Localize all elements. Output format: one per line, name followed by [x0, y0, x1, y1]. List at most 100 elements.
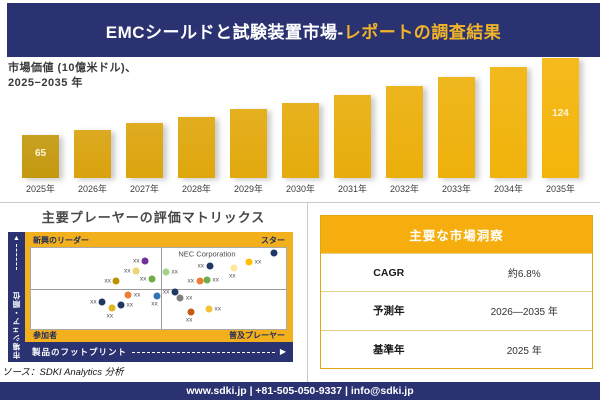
matrix-data-point: xx	[151, 292, 161, 308]
row-value-cagr: 約6.8%	[507, 269, 541, 281]
scatter-dot-icon	[171, 288, 179, 296]
footer-contact-text: www.sdki.jp | +81-505-050-9337 | info@sd…	[186, 385, 414, 397]
data-point-label: xx	[106, 312, 114, 320]
matrix-data-point: xx	[133, 257, 149, 265]
scatter-dot-icon	[245, 258, 253, 266]
scatter-dot-icon	[108, 304, 116, 312]
matrix-y-axis-label: 市場シェア・順位	[12, 291, 21, 359]
data-point-label: xx	[124, 267, 131, 275]
bar-value-label-2035年: 124	[552, 108, 569, 119]
scatter-dot-icon	[176, 294, 184, 302]
x-axis-tick-2030年: 2030年	[285, 184, 316, 194]
matrix-data-point: xx	[124, 267, 140, 275]
scatter-dot-icon	[141, 257, 149, 265]
row-label-forecast-year: 予測年	[373, 305, 405, 318]
x-axis-tick-2026年: 2026年	[77, 184, 108, 194]
matrix-title: 主要プレーヤーの評価マトリックス	[41, 210, 266, 225]
scatter-dot-icon	[117, 301, 125, 309]
matrix-data-point: xx	[198, 262, 213, 270]
bar-2034年	[490, 67, 527, 178]
quadrant-label-bottom-right: 普及プレーヤー	[229, 331, 285, 340]
data-point-label: xx	[104, 277, 111, 285]
page-title: EMCシールドと試験装置市場-	[105, 22, 344, 42]
x-axis-tick-2028年: 2028年	[181, 184, 212, 194]
scatter-dot-icon	[230, 264, 238, 272]
matrix-data-point: xx	[186, 308, 195, 323]
matrix-data-point: xx	[117, 301, 133, 309]
data-point-label: xx	[90, 298, 97, 306]
arrow-up-icon: ▲	[13, 235, 20, 242]
bar-2030年	[282, 103, 319, 178]
data-point-label: xx	[228, 272, 236, 280]
x-axis-tick-2031年: 2031年	[337, 184, 368, 194]
quadrant-label-top-right: スター	[261, 236, 285, 245]
data-point-label: xx	[132, 257, 140, 265]
horizontal-divider	[0, 202, 600, 203]
x-axis-tick-2029年: 2029年	[233, 184, 264, 194]
x-axis-dashed-line	[132, 351, 275, 353]
matrix-data-point	[270, 249, 278, 257]
data-point-label: xx	[139, 275, 147, 283]
scatter-dot-icon	[206, 262, 213, 270]
scatter-dot-icon	[270, 249, 278, 257]
source-note: ソース：SDKI Analytics 分析	[2, 367, 124, 378]
quadrant-vertical-line	[161, 248, 163, 329]
evaluation-matrix: ▲ 市場シェア・順位 新興のリーダー スター 参加者 普及プレーヤー NEC C…	[8, 232, 293, 362]
vertical-divider	[307, 202, 308, 382]
x-axis-tick-2032年: 2032年	[389, 184, 420, 194]
data-point-label: xx	[171, 268, 178, 276]
data-point-label: xx	[212, 276, 219, 284]
matrix-data-point: xx	[163, 288, 179, 296]
data-point-label: xx	[197, 262, 205, 270]
x-axis-tick-2035年: 2035年	[545, 184, 576, 194]
matrix-x-axis-bar: 製品のフットプリント ▶	[25, 342, 293, 362]
scatter-dot-icon	[98, 298, 106, 306]
data-point-label: xx	[254, 258, 262, 266]
matrix-y-axis-bar: ▲ 市場シェア・順位	[8, 232, 25, 362]
page-title-accent: レポートの調査結果	[343, 22, 502, 42]
matrix-data-point: xx	[104, 277, 120, 285]
quadrant-horizontal-line	[31, 289, 286, 291]
matrix-data-point: xx	[176, 294, 192, 302]
x-axis-tick-2027年: 2027年	[129, 184, 160, 194]
bar-2029年	[230, 109, 267, 178]
quadrant-label-bottom-left: 参加者	[33, 331, 57, 340]
quadrant-label-top-left: 新興のリーダー	[33, 236, 89, 245]
data-point-label: xx	[133, 291, 141, 299]
insights-table: 主要な市場洞察 CAGR 約6.8% 予測年 2026—2035 年 基準年 2…	[320, 215, 593, 369]
matrix-data-point: xx	[107, 304, 116, 319]
data-point-label: xx	[151, 300, 158, 308]
x-axis-tick-2025年: 2025年	[25, 184, 56, 194]
data-point-label: xx	[187, 277, 195, 285]
header-banner: EMCシールドと試験装置市場- レポートの調査結果	[7, 3, 600, 57]
matrix-data-point: xx	[162, 268, 178, 276]
scatter-dot-icon	[196, 277, 204, 285]
scatter-dot-icon	[148, 275, 156, 283]
footer-contact-bar: www.sdki.jp | +81-505-050-9337 | info@sd…	[0, 382, 600, 400]
matrix-frame: 新興のリーダー スター 参加者 普及プレーヤー NEC Corporation …	[25, 232, 293, 342]
table-row-forecast-year: 予測年 2026—2035 年	[321, 291, 592, 329]
matrix-data-point: xx	[90, 298, 106, 306]
scatter-dot-icon	[203, 276, 211, 284]
nec-corporation-annotation: NEC Corporation	[178, 249, 236, 259]
row-value-forecast-year: 2026—2035 年	[490, 307, 558, 319]
table-row-base-year: 基準年 2025 年	[321, 329, 592, 368]
market-value-label-line2: 2025−2035 年	[8, 77, 83, 90]
bar-2031年	[334, 95, 371, 178]
data-point-label: xx	[126, 301, 134, 309]
bar-2028年	[178, 117, 215, 178]
y-axis-dashed-line	[16, 244, 17, 270]
scatter-dot-icon	[187, 308, 195, 316]
row-label-base-year: 基準年	[373, 343, 405, 356]
market-value-axis-label: 市場価値 (10億米ドル)、 2025−2035 年	[8, 61, 137, 92]
bar-2025年	[22, 135, 59, 178]
bar-2035年	[542, 58, 579, 178]
matrix-data-point: xx	[245, 258, 261, 266]
bar-2033年	[438, 77, 475, 178]
bar-2026年	[74, 130, 111, 178]
data-point-label: xx	[214, 305, 221, 313]
scatter-dot-icon	[132, 267, 140, 275]
bar-2032年	[386, 86, 423, 178]
table-row-cagr: CAGR 約6.8%	[321, 253, 592, 291]
